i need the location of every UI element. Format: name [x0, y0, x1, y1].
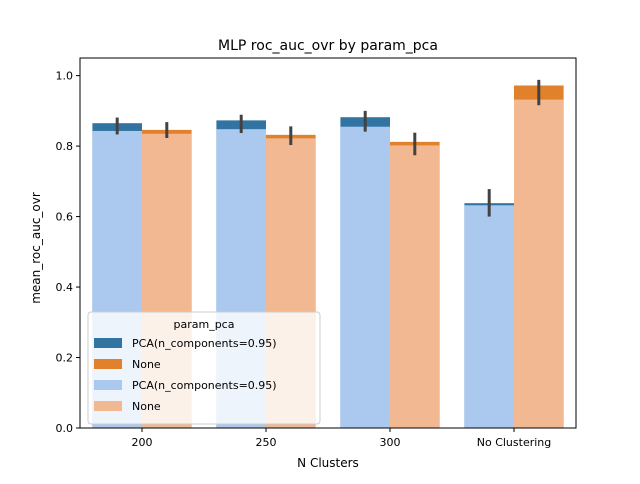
legend-box	[87, 311, 321, 425]
legend-entry-label: PCA(n_components=0.95)	[132, 337, 277, 350]
bar-light-none-300	[390, 145, 440, 428]
y-tick-label: 0.0	[56, 422, 74, 435]
bars-layer	[92, 85, 564, 429]
y-tick-label: 0.2	[56, 352, 74, 365]
legend-entry-label: None	[132, 358, 161, 371]
x-tick-label: 300	[380, 436, 401, 449]
legend-entry-label: PCA(n_components=0.95)	[132, 379, 277, 392]
bar-light-none-no-clustering	[514, 99, 564, 428]
x-tick-label: 250	[256, 436, 277, 449]
axes-layer: 0.0 0.2 0.4 0.6 0.8 1.0 200 250 300 No Clustering	[56, 57, 577, 449]
bar-light-pca-300	[340, 126, 390, 428]
chart-title: MLP roc_auc_ovr by param_pca	[218, 38, 438, 54]
legend-swatch	[94, 380, 122, 390]
y-tick-label: 0.6	[56, 211, 74, 224]
errorbars-layer	[115, 79, 541, 217]
legend-entry-label: None	[132, 400, 161, 413]
legend-swatch	[94, 401, 122, 411]
y-axis-label: mean_roc_auc_ovr	[29, 192, 43, 304]
y-tick-label: 1.0	[56, 70, 74, 83]
legend-title: param_pca	[174, 318, 235, 331]
bar-light-pca-no-clustering	[464, 205, 514, 428]
x-tick-label: No Clustering	[477, 436, 552, 449]
legend: param_pca PCA(n_components=0.95) None PCA(n…	[87, 311, 321, 425]
y-tick-label: 0.4	[56, 281, 74, 294]
legend-swatch	[94, 359, 122, 369]
axes-frame	[79, 57, 577, 429]
x-axis-label: N Clusters	[297, 456, 359, 470]
x-tick-label: 200	[132, 436, 153, 449]
y-tick-label: 0.8	[56, 140, 74, 153]
legend-swatch	[94, 338, 122, 348]
